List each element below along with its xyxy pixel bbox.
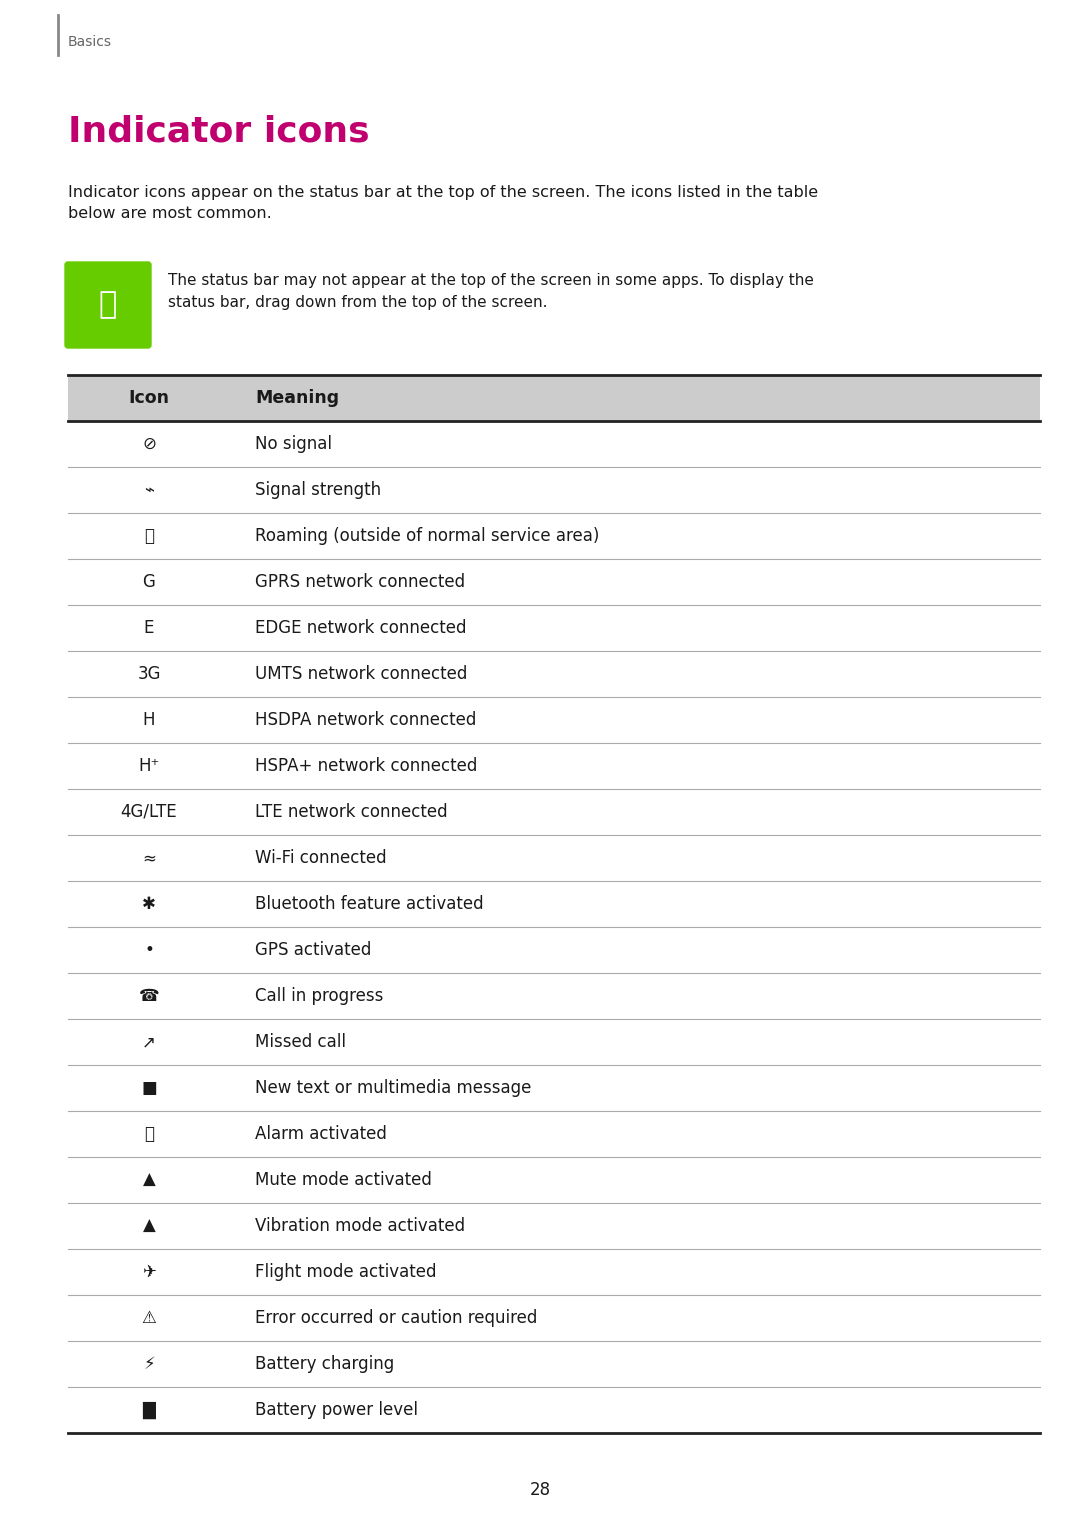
Text: No signal: No signal [255,435,332,454]
Text: Vibration mode activated: Vibration mode activated [255,1217,465,1235]
Text: Error occurred or caution required: Error occurred or caution required [255,1309,538,1327]
Text: E: E [144,618,154,637]
Text: Battery power level: Battery power level [255,1400,418,1419]
Text: ✱: ✱ [143,895,156,913]
Text: G: G [143,573,156,591]
Text: •: • [144,941,154,959]
Text: ✈: ✈ [143,1263,156,1281]
Text: 🔔: 🔔 [99,290,117,319]
Text: Flight mode activated: Flight mode activated [255,1263,436,1281]
Text: GPS activated: GPS activated [255,941,372,959]
Text: Basics: Basics [68,35,112,49]
Text: HSPA+ network connected: HSPA+ network connected [255,757,477,776]
Text: ⚠: ⚠ [141,1309,157,1327]
Text: Alarm activated: Alarm activated [255,1125,387,1144]
Text: H: H [143,712,156,728]
Text: █: █ [143,1400,156,1419]
Text: Meaning: Meaning [255,389,339,408]
Text: Indicator icons appear on the status bar at the top of the screen. The icons lis: Indicator icons appear on the status bar… [68,185,819,221]
Text: LTE network connected: LTE network connected [255,803,447,822]
Text: Missed call: Missed call [255,1032,346,1051]
Text: ▲: ▲ [143,1217,156,1235]
Text: H⁺: H⁺ [138,757,160,776]
FancyBboxPatch shape [65,263,151,348]
Text: GPRS network connected: GPRS network connected [255,573,465,591]
Text: The status bar may not appear at the top of the screen in some apps. To display : The status bar may not appear at the top… [168,273,814,310]
Text: ≈: ≈ [143,849,156,867]
Text: 4G/LTE: 4G/LTE [121,803,177,822]
Text: Ⓡ: Ⓡ [144,527,154,545]
Text: ☎: ☎ [138,986,160,1005]
Text: Icon: Icon [129,389,170,408]
Bar [68,376,1040,421]
Text: ⏰: ⏰ [144,1125,154,1144]
Text: ⌁: ⌁ [144,481,154,499]
Text: Wi-Fi connected: Wi-Fi connected [255,849,387,867]
Text: 3G: 3G [137,664,161,683]
Text: Signal strength: Signal strength [255,481,381,499]
Text: EDGE network connected: EDGE network connected [255,618,467,637]
Text: HSDPA network connected: HSDPA network connected [255,712,476,728]
Text: Mute mode activated: Mute mode activated [255,1171,432,1190]
Text: ⚡: ⚡ [144,1354,154,1373]
Text: UMTS network connected: UMTS network connected [255,664,468,683]
Text: Indicator icons: Indicator icons [68,115,369,150]
Text: ↗: ↗ [143,1032,156,1051]
Text: 28: 28 [529,1481,551,1500]
Text: ⊘: ⊘ [143,435,156,454]
Text: Roaming (outside of normal service area): Roaming (outside of normal service area) [255,527,599,545]
Text: ■: ■ [141,1080,157,1096]
Text: ▲: ▲ [143,1171,156,1190]
Text: Battery charging: Battery charging [255,1354,394,1373]
Text: Call in progress: Call in progress [255,986,383,1005]
Text: New text or multimedia message: New text or multimedia message [255,1080,531,1096]
Text: Bluetooth feature activated: Bluetooth feature activated [255,895,484,913]
